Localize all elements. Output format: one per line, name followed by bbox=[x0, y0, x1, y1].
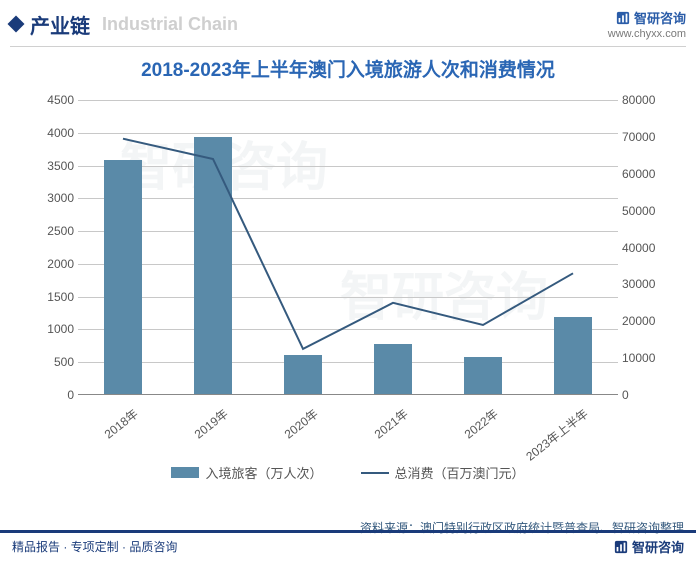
footer: 精品报告 · 专项定制 · 品质咨询 智研咨询 bbox=[0, 530, 696, 562]
brand-name: 智研咨询 bbox=[634, 8, 686, 27]
brand-url: www.chyxx.com bbox=[608, 28, 686, 40]
footer-left: 精品报告 · 专项定制 · 品质咨询 bbox=[12, 538, 177, 555]
y-left-tick: 3000 bbox=[30, 191, 74, 205]
y-right-tick: 80000 bbox=[622, 93, 666, 107]
brand-logo-icon bbox=[614, 540, 628, 554]
brand-logo-icon bbox=[616, 11, 630, 25]
chart-area: 2018-2023年上半年澳门入境旅游人次和消费情况 智研咨询 智研咨询 050… bbox=[20, 55, 676, 485]
y-left-tick: 1500 bbox=[30, 290, 74, 304]
y-left-tick: 4500 bbox=[30, 93, 74, 107]
y-right-tick: 40000 bbox=[622, 241, 666, 255]
x-axis: 2018年2019年2020年2021年2022年2023年上半年 bbox=[30, 401, 666, 459]
chart-title: 2018-2023年上半年澳门入境旅游人次和消费情况 bbox=[20, 55, 676, 82]
y-right-tick: 10000 bbox=[622, 351, 666, 365]
y-left-tick: 3500 bbox=[30, 159, 74, 173]
section-title-en: Industrial Chain bbox=[102, 14, 238, 35]
diamond-icon bbox=[8, 16, 25, 33]
y-right-tick: 0 bbox=[622, 388, 666, 402]
y-left-tick: 4000 bbox=[30, 126, 74, 140]
header-left: 产业链 Industrial Chain bbox=[10, 10, 238, 39]
legend-bar-label: 入境旅客（万人次） bbox=[205, 463, 322, 482]
line-path bbox=[123, 139, 573, 349]
y-left-tick: 500 bbox=[30, 355, 74, 369]
y-right-tick: 20000 bbox=[622, 314, 666, 328]
y-right-tick: 70000 bbox=[622, 130, 666, 144]
footer-brand-name: 智研咨询 bbox=[632, 537, 684, 556]
divider bbox=[10, 46, 686, 47]
y-right-tick: 60000 bbox=[622, 167, 666, 181]
y-left-tick: 0 bbox=[30, 388, 74, 402]
y-left-tick: 2500 bbox=[30, 224, 74, 238]
header: 产业链 Industrial Chain 智研咨询 www.chyxx.com bbox=[0, 0, 696, 44]
section-title-zh: 产业链 bbox=[30, 10, 90, 39]
y-right-tick: 30000 bbox=[622, 277, 666, 291]
legend-bar-swatch bbox=[171, 467, 199, 478]
y-left-tick: 1000 bbox=[30, 322, 74, 336]
footer-right: 智研咨询 bbox=[614, 537, 684, 556]
legend-line-swatch bbox=[361, 472, 389, 474]
legend-item-line: 总消费（百万澳门元） bbox=[361, 463, 525, 482]
brand: 智研咨询 www.chyxx.com bbox=[608, 8, 686, 40]
line-svg bbox=[78, 100, 618, 395]
plot: 050010001500200025003000350040004500 010… bbox=[30, 100, 666, 395]
brand-top: 智研咨询 bbox=[616, 8, 686, 27]
y-right-tick: 50000 bbox=[622, 204, 666, 218]
y-left-tick: 2000 bbox=[30, 257, 74, 271]
